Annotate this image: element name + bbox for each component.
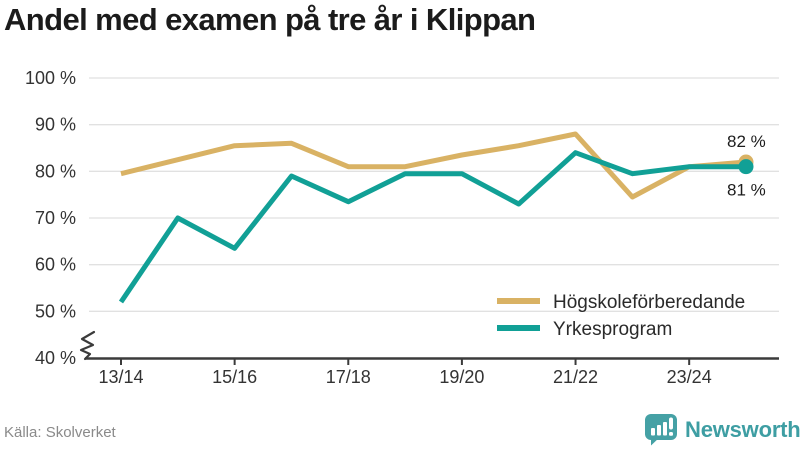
series-end-label-1: 82 % xyxy=(727,132,766,151)
logo-bubble-tail xyxy=(651,437,660,446)
x-axis-label: 21/22 xyxy=(553,367,598,387)
y-axis-label: 70 % xyxy=(35,208,76,228)
legend: Högskoleförberedande Yrkesprogram xyxy=(497,292,745,340)
newsworthy-logo-icon xyxy=(645,414,677,446)
axis-break-mark xyxy=(79,330,96,361)
y-axis-label: 80 % xyxy=(35,161,76,181)
x-axis-label: 13/14 xyxy=(98,367,143,387)
y-axis-label: 100 % xyxy=(25,68,76,88)
newsworthy-logo: Newsworthy xyxy=(644,413,800,446)
series-line-1 xyxy=(120,131,747,200)
logo-exclamation-bar xyxy=(669,417,673,430)
logo-bar-3 xyxy=(663,422,667,436)
newsworthy-logo-text: Newsworthy xyxy=(685,416,800,442)
logo-bar-2 xyxy=(657,425,661,436)
series-end-dot-2 xyxy=(738,159,754,175)
x-axis-label: 15/16 xyxy=(212,367,257,387)
x-axis-label: 17/18 xyxy=(326,367,371,387)
legend-label-1: Högskoleförberedande xyxy=(553,292,745,313)
source-note: Källa: Skolverket xyxy=(4,424,116,441)
y-axis-label: 40 % xyxy=(35,348,76,368)
y-axis-label: 50 % xyxy=(35,301,76,321)
logo-bar-1 xyxy=(651,428,655,436)
logo-exclamation-dot xyxy=(669,432,673,436)
y-axis-label: 60 % xyxy=(35,255,76,275)
x-axis-label: 19/20 xyxy=(439,367,484,387)
series-end-label-2: 81 % xyxy=(727,181,766,200)
chart-title: Andel med examen på tre år i Klippan xyxy=(4,2,536,37)
y-axis-label: 90 % xyxy=(35,115,76,135)
legend-label-2: Yrkesprogram xyxy=(553,319,672,340)
series-line-2 xyxy=(118,150,746,304)
x-axis-label: 23/24 xyxy=(667,367,712,387)
